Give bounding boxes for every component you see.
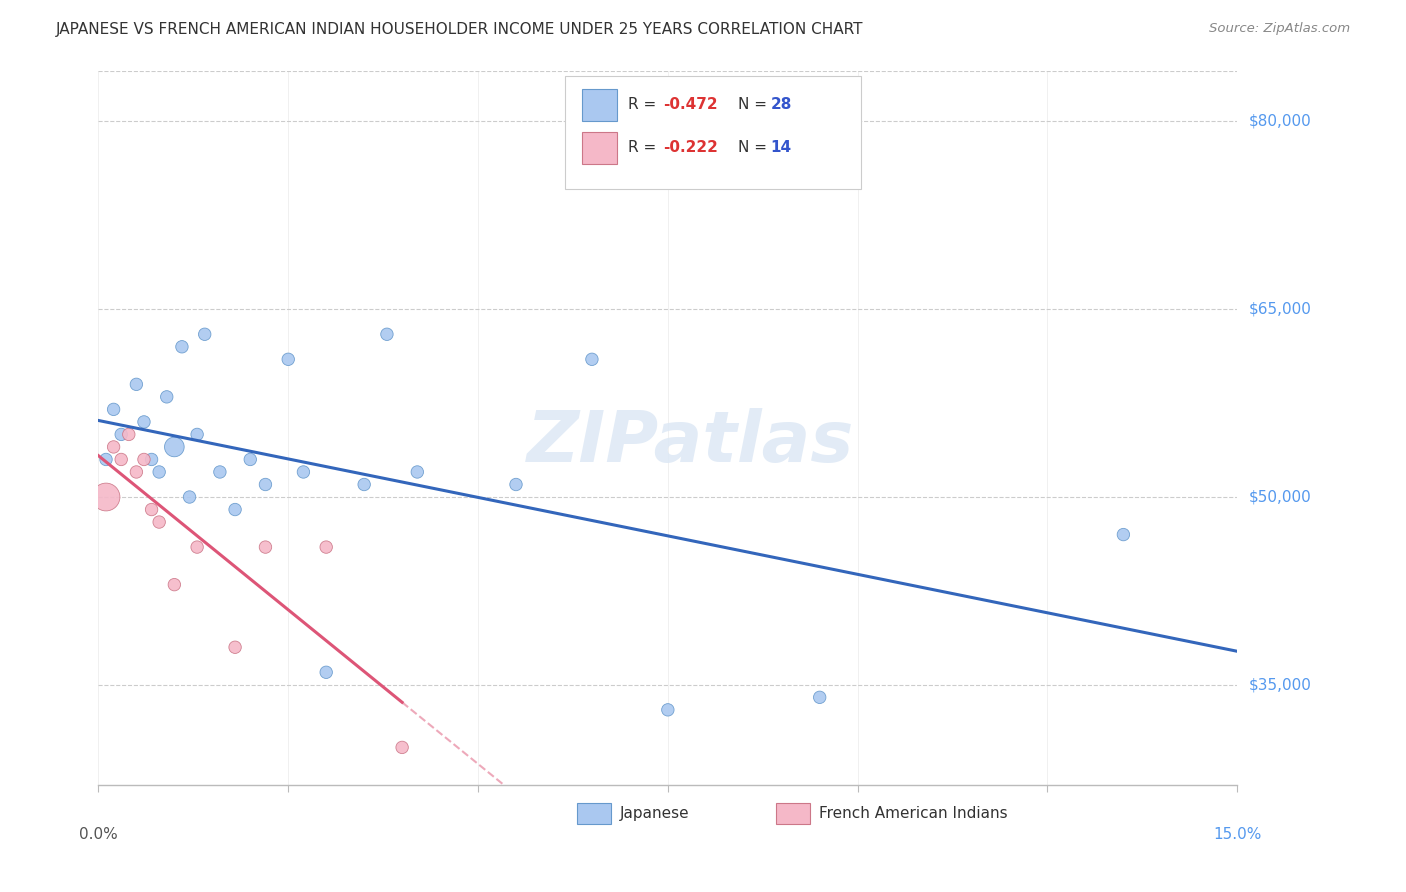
Point — [315, 665, 337, 680]
Point — [277, 352, 299, 367]
Point — [239, 452, 262, 467]
Bar — [582, 132, 617, 164]
Bar — [776, 803, 810, 824]
Bar — [576, 803, 612, 824]
Point — [194, 327, 217, 342]
Point — [118, 427, 141, 442]
Text: $50,000: $50,000 — [1249, 490, 1312, 505]
FancyBboxPatch shape — [565, 77, 862, 189]
Point — [391, 740, 413, 755]
Point — [657, 703, 679, 717]
Point — [125, 465, 148, 479]
Text: N =: N = — [738, 97, 772, 112]
Point — [186, 540, 208, 554]
Text: French American Indians: French American Indians — [820, 806, 1008, 821]
Point — [148, 515, 170, 529]
Point — [224, 640, 246, 655]
Text: Source: ZipAtlas.com: Source: ZipAtlas.com — [1209, 22, 1350, 36]
Text: $35,000: $35,000 — [1249, 677, 1312, 692]
Text: JAPANESE VS FRENCH AMERICAN INDIAN HOUSEHOLDER INCOME UNDER 25 YEARS CORRELATION: JAPANESE VS FRENCH AMERICAN INDIAN HOUSE… — [56, 22, 863, 37]
Point — [141, 502, 163, 516]
Text: ZIPatlas: ZIPatlas — [527, 408, 855, 477]
Text: 15.0%: 15.0% — [1213, 827, 1261, 842]
Point — [224, 502, 246, 516]
Point — [406, 465, 429, 479]
Text: R =: R = — [628, 97, 661, 112]
Point — [208, 465, 231, 479]
Text: $80,000: $80,000 — [1249, 114, 1312, 129]
Point — [186, 427, 208, 442]
Point — [254, 477, 277, 491]
Point — [353, 477, 375, 491]
Point — [94, 490, 117, 504]
Point — [148, 465, 170, 479]
Point — [125, 377, 148, 392]
Text: Japanese: Japanese — [620, 806, 689, 821]
Point — [1112, 527, 1135, 541]
Point — [254, 540, 277, 554]
Point — [132, 452, 155, 467]
Point — [179, 490, 201, 504]
Point — [103, 440, 125, 454]
Point — [94, 452, 117, 467]
Point — [505, 477, 527, 491]
Text: $65,000: $65,000 — [1249, 301, 1312, 317]
Point — [156, 390, 179, 404]
Text: -0.222: -0.222 — [664, 140, 718, 155]
Point — [141, 452, 163, 467]
Text: 28: 28 — [770, 97, 792, 112]
Text: 0.0%: 0.0% — [79, 827, 118, 842]
Text: R =: R = — [628, 140, 661, 155]
Point — [315, 540, 337, 554]
Point — [103, 402, 125, 417]
Point — [581, 352, 603, 367]
Text: N =: N = — [738, 140, 772, 155]
Bar — [582, 89, 617, 121]
Point — [292, 465, 315, 479]
Point — [132, 415, 155, 429]
Text: 14: 14 — [770, 140, 792, 155]
Point — [808, 690, 831, 705]
Point — [375, 327, 398, 342]
Point — [163, 577, 186, 591]
Point — [110, 452, 132, 467]
Text: -0.472: -0.472 — [664, 97, 718, 112]
Point — [163, 440, 186, 454]
Point — [110, 427, 132, 442]
Point — [170, 340, 193, 354]
